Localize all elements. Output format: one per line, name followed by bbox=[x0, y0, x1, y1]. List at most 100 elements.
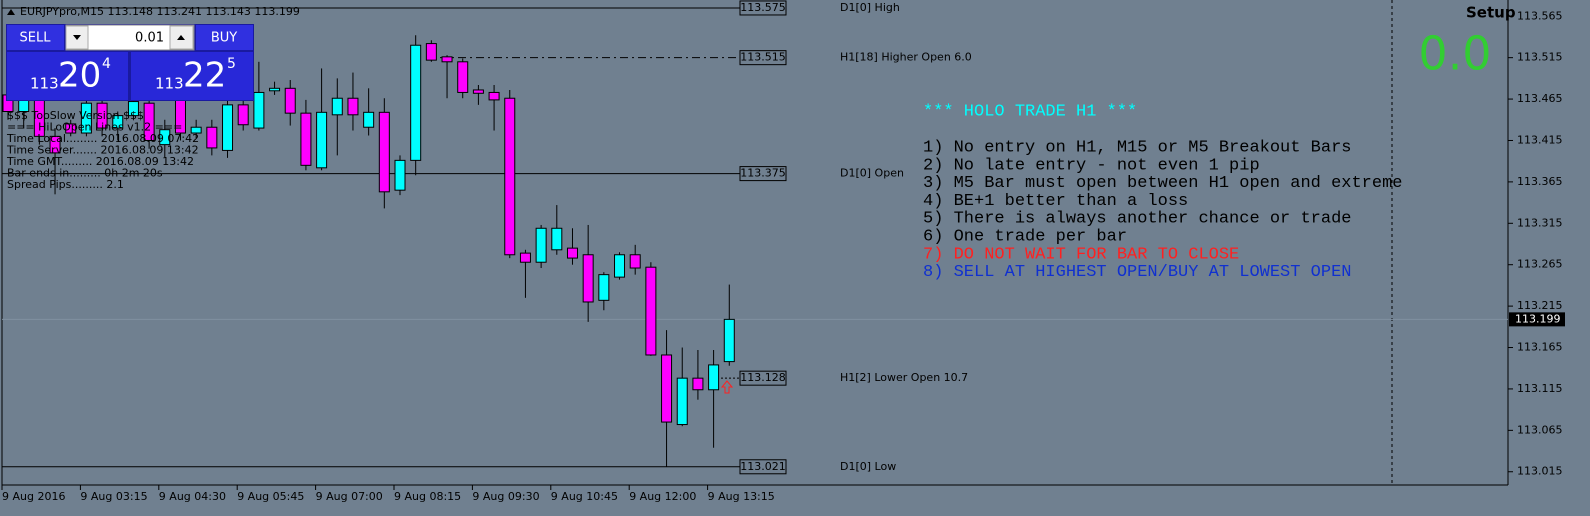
last-price-label: 113.199 bbox=[1515, 312, 1561, 325]
symbol-header: EURJPYpro,M15 113.148 113.241 113.143 11… bbox=[20, 5, 300, 18]
info-panel: $$$ TooSlow Version $$$=== HiLoOpen Line… bbox=[6, 109, 199, 191]
bid-main: 20 bbox=[58, 56, 101, 96]
candle-body bbox=[394, 159, 406, 191]
info-line: === HiLoOpen Lines v1.2 === bbox=[7, 121, 182, 134]
level-price-box bbox=[739, 166, 787, 182]
rule-item: 3) M5 Bar must open between H1 open and … bbox=[923, 174, 1402, 193]
x-tick-label: 9 Aug 08:15 bbox=[394, 490, 461, 503]
header-arrow bbox=[7, 9, 15, 15]
buy-button[interactable] bbox=[196, 25, 253, 50]
candle-body bbox=[237, 104, 249, 126]
candle-body bbox=[598, 274, 610, 301]
ask-box[interactable] bbox=[131, 52, 253, 100]
candle-body bbox=[96, 102, 108, 129]
candle-body bbox=[253, 91, 265, 129]
y-tick-label: 113.215 bbox=[1517, 299, 1563, 312]
candle-body bbox=[127, 101, 139, 117]
x-tick-label: 9 Aug 05:45 bbox=[237, 490, 304, 503]
rule-item: 1) No entry on H1, M15 or M5 Breakout Ba… bbox=[923, 138, 1351, 157]
candle-body bbox=[190, 126, 202, 134]
rules-title: *** HOLO TRADE H1 *** bbox=[923, 102, 1137, 121]
level-price: 113.128 bbox=[740, 371, 786, 384]
level-price-box bbox=[739, 50, 787, 66]
level-price: 113.021 bbox=[740, 460, 786, 473]
candle-body bbox=[206, 126, 218, 149]
level-price-box bbox=[739, 370, 787, 386]
candle-body bbox=[535, 227, 547, 263]
buy-label[interactable]: BUY bbox=[211, 31, 237, 46]
candle-body bbox=[331, 97, 343, 116]
level-price-box bbox=[739, 0, 787, 16]
info-line: Bar ends in......... 0h 2m 20s bbox=[7, 167, 163, 180]
x-tick-label: 9 Aug 09:30 bbox=[472, 490, 539, 503]
level-price-box bbox=[739, 459, 787, 475]
candle-body bbox=[472, 89, 484, 94]
lot-value[interactable]: 0.01 bbox=[135, 31, 164, 46]
candle-body bbox=[645, 266, 657, 356]
ask-main: 22 bbox=[183, 56, 226, 96]
candle-body bbox=[269, 87, 281, 92]
candle-body bbox=[504, 97, 516, 256]
level-label: D1[0] High bbox=[840, 1, 900, 14]
y-tick-label: 113.415 bbox=[1517, 133, 1563, 146]
lot-up-arrow bbox=[177, 35, 185, 40]
level-price: 113.375 bbox=[740, 167, 786, 180]
info-line: Time Server....... 2016.08.09 13:42 bbox=[6, 144, 199, 157]
x-tick-label: 9 Aug 07:00 bbox=[316, 490, 383, 503]
x-tick-label: 9 Aug 12:00 bbox=[629, 490, 696, 503]
setup-value: 0.0 bbox=[1418, 27, 1491, 81]
lot-down-arrow bbox=[73, 35, 81, 40]
candle-body bbox=[676, 377, 688, 426]
x-tick-label: 9 Aug 2016 bbox=[2, 490, 65, 503]
x-tick-label: 9 Aug 13:15 bbox=[708, 490, 775, 503]
info-line: $$$ TooSlow Version $$$ bbox=[7, 109, 144, 122]
candle-body bbox=[347, 97, 359, 116]
y-tick-label: 113.115 bbox=[1517, 382, 1563, 395]
candle-body bbox=[49, 135, 61, 154]
rules-list: 1) No entry on H1, M15 or M5 Breakout Ba… bbox=[923, 138, 1402, 282]
sell-label[interactable]: SELL bbox=[20, 31, 52, 46]
info-line: Time GMT......... 2016.08.09 13:42 bbox=[6, 155, 194, 168]
y-tick-label: 113.515 bbox=[1517, 51, 1563, 64]
y-tick-label: 113.265 bbox=[1517, 258, 1563, 271]
candle-body bbox=[80, 102, 92, 134]
y-tick-label: 113.015 bbox=[1517, 465, 1563, 478]
y-tick-label: 113.365 bbox=[1517, 175, 1563, 188]
candle-body bbox=[457, 61, 469, 93]
level-price: 113.575 bbox=[740, 1, 786, 14]
x-tick-label: 9 Aug 03:15 bbox=[80, 490, 147, 503]
candle-body bbox=[65, 123, 77, 134]
candle-body bbox=[551, 227, 563, 251]
candle-body bbox=[708, 364, 720, 391]
x-tick-label: 9 Aug 04:30 bbox=[159, 490, 226, 503]
candle-body bbox=[300, 112, 312, 166]
candle-body bbox=[316, 111, 328, 169]
sell-button[interactable] bbox=[7, 25, 64, 50]
level-label: D1[0] Low bbox=[840, 460, 896, 473]
level-label: D1[0] Open bbox=[840, 167, 904, 180]
candle-body bbox=[143, 102, 155, 141]
candle-body bbox=[410, 44, 422, 161]
rule-item: 8) SELL AT HIGHEST OPEN/BUY AT LOWEST OP… bbox=[923, 263, 1351, 282]
level-label: H1[18] Higher Open 6.0 bbox=[840, 51, 972, 64]
rule-item: 7) DO NOT WAIT FOR BAR TO CLOSE bbox=[923, 245, 1239, 264]
y-tick-label: 113.165 bbox=[1517, 341, 1563, 354]
candle-body bbox=[159, 129, 171, 146]
bid-box[interactable] bbox=[7, 52, 128, 100]
rule-item: 5) There is always another chance or tra… bbox=[923, 210, 1351, 229]
candle-body bbox=[692, 377, 704, 391]
x-tick-label: 9 Aug 10:45 bbox=[551, 490, 618, 503]
candle-body bbox=[582, 254, 594, 303]
candle-body bbox=[519, 252, 531, 263]
candle-body bbox=[112, 115, 124, 129]
plot: 113.575 D1[0] High 113.515 H1[18] Higher Op… bbox=[2, 0, 1508, 475]
bid-big: 113 bbox=[30, 75, 59, 93]
candle-body bbox=[629, 254, 641, 269]
rule-item: 2) No late entry - not even 1 pip bbox=[923, 156, 1260, 175]
candle-body bbox=[284, 87, 296, 114]
trade-panel: SELL 0.01 BUY 113 20 4 113 22 5 bbox=[6, 24, 254, 101]
level-label: H1[2] Lower Open 10.7 bbox=[840, 371, 968, 384]
rule-item: 4) BE+1 better than a loss bbox=[923, 192, 1188, 211]
